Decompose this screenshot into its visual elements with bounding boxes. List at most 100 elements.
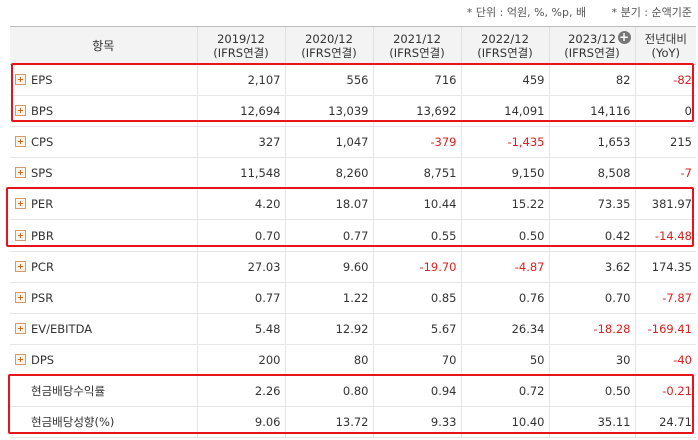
value-cell: 15.22: [460, 188, 549, 221]
value-cell: 327: [196, 126, 285, 159]
value-cell: 14,091: [460, 95, 549, 128]
row-label: PCR: [31, 259, 54, 274]
value-cell: 0.76: [460, 282, 549, 314]
expand-plus-icon[interactable]: [15, 322, 26, 334]
row-label: PER: [31, 197, 54, 212]
value-cell: 30: [548, 344, 635, 376]
yoy-cell: 0: [634, 95, 696, 128]
value-cell: 556: [284, 64, 373, 97]
expand-plus-icon[interactable]: [15, 291, 26, 303]
basis-note: * 분기 : 순액기준: [611, 6, 692, 19]
row-label-cell: EV/EBITDA: [10, 313, 197, 345]
row-label-cell: PSR: [10, 282, 197, 314]
financial-ratio-table: 항목 2019/12 (IFRS연결) 2020/12 (IFRS연결) 2021/…: [10, 26, 696, 439]
header-period-2022: 2022/12 (IFRS연결): [460, 26, 549, 65]
table-row: PSR 0.77 1.22 0.85 0.76 0.70 -7.87: [10, 282, 696, 314]
value-cell: 0.85: [372, 282, 461, 314]
yoy-cell: -82: [634, 64, 696, 97]
expand-plus-icon[interactable]: [15, 74, 26, 86]
value-cell: 8,260: [284, 157, 373, 190]
expand-plus-icon[interactable]: [15, 136, 26, 148]
value-cell: 2.26: [196, 375, 285, 408]
value-cell: 0.70: [548, 282, 635, 314]
value-cell: 13,039: [284, 95, 373, 128]
expand-columns-button[interactable]: +: [617, 30, 631, 44]
yoy-cell: -40: [634, 344, 696, 376]
row-label-cell: BPS: [10, 95, 197, 128]
header-yoy: 전년대비 (YoY): [634, 26, 696, 65]
value-cell: -18.28: [548, 313, 635, 345]
yoy-cell: -0.21: [634, 375, 696, 408]
value-cell: 0.72: [460, 375, 549, 408]
row-label: CPS: [31, 135, 54, 150]
value-cell: 0.55: [372, 219, 461, 252]
yoy-cell: 381.97: [634, 188, 696, 221]
row-label-cell: PER: [10, 188, 197, 221]
value-cell: 200: [196, 344, 285, 376]
value-cell: 3.62: [548, 251, 635, 283]
value-cell: 9.06: [196, 406, 285, 439]
yoy-cell: 215: [634, 126, 696, 159]
value-cell: 0.80: [284, 375, 373, 408]
value-cell: 0.94: [372, 375, 461, 408]
expand-plus-icon[interactable]: [15, 229, 26, 241]
value-cell: 0.77: [196, 282, 285, 314]
value-cell: 9.33: [372, 406, 461, 439]
value-cell: 73.35: [548, 188, 635, 221]
table-row: PER 4.20 18.07 10.44 15.22 73.35 381.97: [10, 188, 696, 221]
row-label: PBR: [31, 228, 54, 243]
expand-plus-icon[interactable]: [15, 167, 26, 179]
expand-plus-icon[interactable]: [15, 105, 26, 117]
row-label: 현금배당수익률: [31, 383, 106, 398]
table-row: PBR 0.70 0.77 0.55 0.50 0.42 -14.48: [10, 219, 696, 252]
value-cell: 27.03: [196, 251, 285, 283]
value-cell: 10.40: [460, 406, 549, 439]
row-label-cell: PCR: [10, 251, 197, 283]
value-cell: -379: [372, 126, 461, 159]
expand-plus-icon[interactable]: [15, 260, 26, 272]
value-cell: 0.77: [284, 219, 373, 252]
value-cell: 12.92: [284, 313, 373, 345]
row-label: BPS: [31, 104, 54, 119]
value-cell: 0.42: [548, 219, 635, 252]
value-cell: 5.67: [372, 313, 461, 345]
value-cell: 1,653: [548, 126, 635, 159]
row-label-cell: 현금배당수익률: [10, 375, 197, 408]
value-cell: 8,508: [548, 157, 635, 190]
row-label-cell: CPS: [10, 126, 197, 159]
table-row: 현금배당수익률 2.26 0.80 0.94 0.72 0.50 -0.21: [10, 375, 696, 408]
value-cell: 9.60: [284, 251, 373, 283]
yoy-cell: 174.35: [634, 251, 696, 283]
value-cell: 0.50: [460, 219, 549, 252]
header-period-2019: 2019/12 (IFRS연결): [196, 26, 285, 65]
row-label-cell: DPS: [10, 344, 197, 376]
table-row: BPS 12,694 13,039 13,692 14,091 14,116 0: [10, 95, 696, 128]
value-cell: 11,548: [196, 157, 285, 190]
row-label-cell: 현금배당성향(%): [10, 406, 197, 439]
value-cell: -19.70: [372, 251, 461, 283]
table-row: EPS 2,107 556 716 459 82 -82: [10, 64, 696, 97]
expand-plus-icon[interactable]: [15, 198, 26, 210]
value-cell: 14,116: [548, 95, 635, 128]
row-label: PSR: [31, 290, 54, 305]
yoy-cell: -169.41: [634, 313, 696, 345]
value-cell: 10.44: [372, 188, 461, 221]
table-row: PCR 27.03 9.60 -19.70 -4.87 3.62 174.35: [10, 251, 696, 283]
value-cell: 9,150: [460, 157, 549, 190]
value-cell: 50: [460, 344, 549, 376]
value-cell: 70: [372, 344, 461, 376]
row-label-cell: SPS: [10, 157, 197, 190]
header-period-2021: 2021/12 (IFRS연결): [372, 26, 461, 65]
header-period-2020: 2020/12 (IFRS연결): [284, 26, 373, 65]
value-cell: 5.48: [196, 313, 285, 345]
row-label: DPS: [31, 352, 55, 367]
unit-notes: * 단위 : 억원, %, %p, 배 * 분기 : 순액기준: [445, 4, 692, 20]
value-cell: 13.72: [284, 406, 373, 439]
row-label: EPS: [31, 73, 53, 88]
header-item: 항목: [10, 26, 197, 65]
yoy-cell: 24.71: [634, 406, 696, 439]
expand-plus-icon[interactable]: [15, 353, 26, 365]
table-row: 현금배당성향(%) 9.06 13.72 9.33 10.40 35.11 24.71: [10, 406, 696, 439]
value-cell: 82: [548, 64, 635, 97]
value-cell: 12,694: [196, 95, 285, 128]
